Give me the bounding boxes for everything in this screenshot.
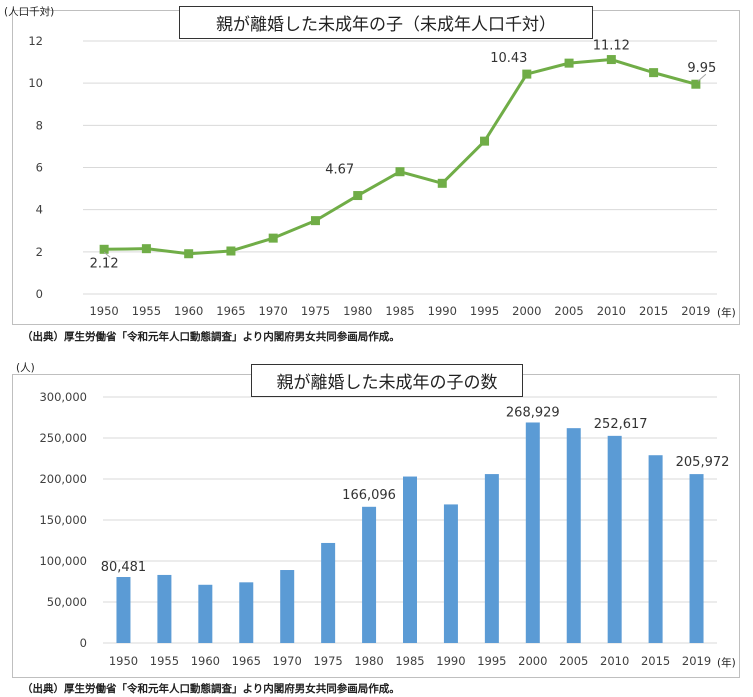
x-tick-label: 2015 xyxy=(639,304,668,318)
data-label: 11.12 xyxy=(593,39,630,54)
data-point xyxy=(480,136,490,146)
x-tick-label: 1955 xyxy=(150,654,179,668)
bar-chart-title: 親が離婚した未成年の子の数 xyxy=(251,364,523,397)
x-tick-label: 1990 xyxy=(436,654,465,668)
data-label: 4.67 xyxy=(325,163,354,178)
x-tick-label: 2000 xyxy=(512,304,541,318)
x-tick-label: 1985 xyxy=(385,304,414,318)
x-tick-label: 1965 xyxy=(232,654,261,668)
bar-chart-x-unit: (年) xyxy=(717,657,736,669)
x-tick-label: 1950 xyxy=(109,654,138,668)
data-label: 2.12 xyxy=(90,256,119,271)
x-tick-label: 1970 xyxy=(259,304,288,318)
series-line xyxy=(104,58,697,256)
data-point xyxy=(268,233,278,243)
bar xyxy=(280,570,295,643)
y-tick-label: 150,000 xyxy=(39,513,87,527)
bar xyxy=(689,474,704,643)
data-label: 80,481 xyxy=(101,560,147,575)
data-point xyxy=(691,79,701,89)
bar xyxy=(362,506,377,643)
y-tick-label: 8 xyxy=(36,118,43,132)
bar-chart: 0 50,000 100,000 150,000 200,000 250,000 300,0… xyxy=(39,390,730,668)
bar-chart-source: （出典）厚生労働省「令和元年人口動態調査」より内閣府男女共同参画局作成。 xyxy=(22,683,400,695)
line-chart-x-unit: (年) xyxy=(717,307,736,319)
data-label: 205,972 xyxy=(676,455,730,470)
y-tick-label: 2 xyxy=(36,245,43,259)
line-chart-y-unit: (人口千対) xyxy=(4,6,55,18)
x-tick-label: 1955 xyxy=(132,304,161,318)
bar xyxy=(198,584,213,643)
line-chart-panel: 親が離婚した未成年の子（未成年人口千対） 0 2 4 6 8 10 12 1950 1955 19… xyxy=(12,6,740,325)
bar-chart-y-unit: (人) xyxy=(16,362,35,374)
x-tick-label: 2019 xyxy=(682,654,711,668)
bar xyxy=(116,577,131,643)
line-chart-title: 親が離婚した未成年の子（未成年人口千対） xyxy=(179,6,593,39)
data-point xyxy=(522,69,532,79)
y-tick-label: 4 xyxy=(36,203,43,217)
x-tick-label: 2019 xyxy=(681,304,710,318)
bar xyxy=(648,455,663,643)
data-label: 9.95 xyxy=(687,61,716,76)
x-tick-label: 1975 xyxy=(313,654,342,668)
data-point xyxy=(395,167,405,177)
bar-chart-panel: 親が離婚した未成年の子の数 0 50,000 100,000 150,000 200,0… xyxy=(12,364,740,678)
y-tick-label: 200,000 xyxy=(39,472,87,486)
data-label: 166,096 xyxy=(342,488,396,503)
bar xyxy=(403,476,417,643)
x-tick-label: 1980 xyxy=(354,654,383,668)
bar xyxy=(484,474,499,643)
y-tick-label: 50,000 xyxy=(47,595,87,609)
leader-line xyxy=(697,73,707,82)
data-point xyxy=(141,244,151,254)
x-tick-label: 1960 xyxy=(191,654,220,668)
x-tick-label: 1995 xyxy=(470,304,499,318)
data-point xyxy=(649,68,659,78)
data-point xyxy=(437,178,447,188)
x-tick-label: 1950 xyxy=(89,304,118,318)
data-label: 268,929 xyxy=(506,405,560,420)
bar xyxy=(566,428,581,643)
x-tick-label: 2000 xyxy=(518,654,547,668)
y-tick-label: 6 xyxy=(36,161,43,175)
x-tick-label: 1985 xyxy=(395,654,424,668)
x-tick-label: 1980 xyxy=(343,304,372,318)
data-point xyxy=(564,58,574,68)
y-tick-label: 250,000 xyxy=(39,431,87,445)
x-tick-label: 1960 xyxy=(174,304,203,318)
x-tick-label: 1965 xyxy=(216,304,245,318)
y-tick-label: 10 xyxy=(28,76,43,90)
x-tick-label: 1995 xyxy=(477,654,506,668)
y-tick-label: 0 xyxy=(80,636,87,650)
x-tick-label: 2010 xyxy=(597,304,626,318)
data-point xyxy=(353,191,363,201)
bar xyxy=(525,422,540,643)
bar xyxy=(239,582,254,643)
bar xyxy=(157,574,172,643)
data-point xyxy=(226,246,236,256)
data-label: 10.43 xyxy=(490,51,527,66)
x-tick-label: 2005 xyxy=(559,654,588,668)
line-chart-source: （出典）厚生労働省「令和元年人口動態調査」より内閣府男女共同参画局作成。 xyxy=(22,331,400,343)
bar xyxy=(443,504,458,643)
x-tick-label: 2005 xyxy=(554,304,583,318)
x-tick-label: 2010 xyxy=(600,654,629,668)
y-tick-label: 12 xyxy=(28,34,43,48)
data-point xyxy=(310,216,320,226)
y-tick-label: 100,000 xyxy=(39,554,87,568)
data-label: 252,617 xyxy=(594,417,648,432)
bar xyxy=(321,542,336,643)
x-tick-label: 1990 xyxy=(428,304,457,318)
data-point xyxy=(184,249,194,259)
x-tick-label: 1970 xyxy=(273,654,302,668)
leader-line xyxy=(103,251,111,258)
y-tick-label: 300,000 xyxy=(39,390,87,404)
y-tick-label: 0 xyxy=(36,287,43,301)
data-point xyxy=(606,55,616,65)
data-point xyxy=(99,244,109,254)
bar xyxy=(607,435,622,643)
x-tick-label: 1975 xyxy=(301,304,330,318)
line-chart: 0 2 4 6 8 10 12 1950 1955 1960 1965 1970 1975 1980 198… xyxy=(28,34,717,318)
x-tick-label: 2015 xyxy=(641,654,670,668)
